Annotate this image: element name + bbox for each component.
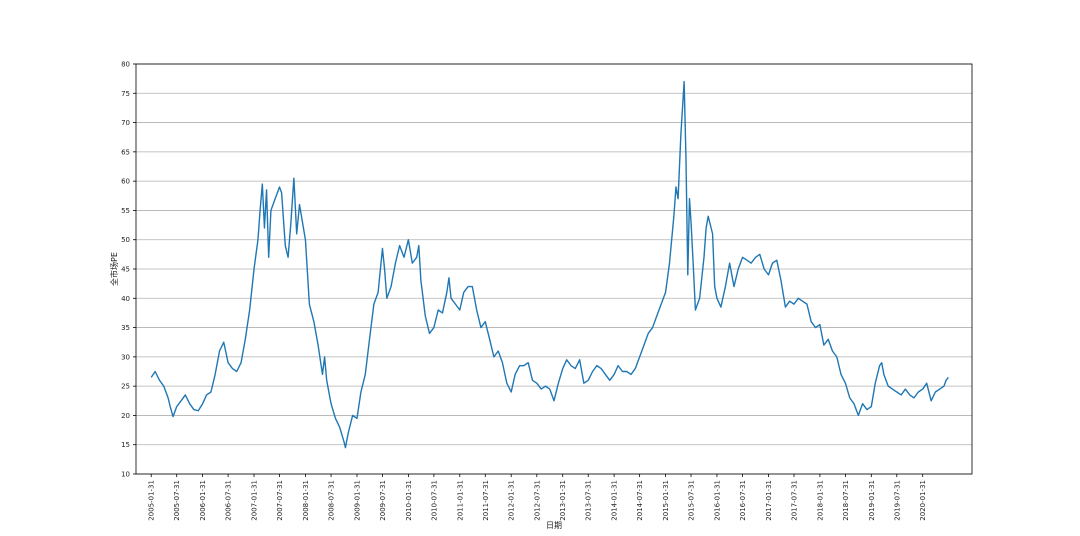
y-tick-label: 50 (121, 236, 130, 244)
y-tick-label: 35 (121, 324, 130, 332)
y-tick-label: 25 (121, 383, 130, 391)
x-tick-label: 2017-07-31 (790, 480, 798, 521)
x-tick-label: 2015-01-31 (662, 480, 670, 521)
y-axis-ticks: 10 15 20 25 30 35 40 45 50 55 60 65 70 75 80 (121, 61, 136, 479)
y-tick-label: 55 (121, 207, 130, 215)
y-tick-label: 40 (121, 295, 130, 303)
y-tick-label: 10 (121, 471, 130, 479)
x-tick-label: 2014-01-31 (611, 480, 619, 521)
x-tick-label: 2017-01-31 (765, 480, 773, 521)
x-tick-label: 2020-01-31 (919, 480, 927, 521)
y-tick-label: 75 (121, 90, 130, 98)
x-tick-label: 2016-01-31 (713, 480, 721, 521)
x-tick-label: 2008-07-31 (328, 480, 336, 521)
x-tick-label: 2015-07-31 (688, 480, 696, 521)
x-tick-label: 2013-01-31 (559, 480, 567, 521)
x-tick-label: 2009-07-31 (379, 480, 387, 521)
x-tick-label: 2011-07-31 (482, 480, 490, 521)
x-tick-label: 2018-01-31 (816, 480, 824, 521)
x-tick-label: 2009-01-31 (353, 480, 361, 521)
grid-lines (136, 63, 972, 475)
x-tick-label: 2019-07-31 (893, 480, 901, 521)
x-tick-label: 2010-07-31 (430, 480, 438, 521)
x-tick-label: 2012-01-31 (508, 480, 516, 521)
y-tick-label: 20 (121, 412, 130, 420)
x-tick-label: 2005-01-31 (148, 480, 156, 521)
y-tick-label: 30 (121, 353, 130, 361)
y-tick-label: 70 (121, 119, 130, 127)
series-line-market-pe (150, 80, 949, 449)
y-tick-label: 80 (121, 61, 130, 69)
x-tick-label: 2010-01-31 (405, 480, 413, 521)
x-tick-label: 2006-07-31 (225, 480, 233, 521)
y-tick-label: 60 (121, 178, 130, 186)
x-tick-label: 2005-07-31 (173, 480, 181, 521)
x-tick-label: 2018-07-31 (842, 480, 850, 521)
x-axis-label: 日期 (546, 521, 562, 530)
y-tick-label: 15 (121, 441, 130, 449)
x-tick-label: 2007-01-31 (251, 480, 259, 521)
y-tick-label: 45 (121, 266, 130, 274)
x-tick-label: 2007-07-31 (276, 480, 284, 521)
x-tick-label: 2013-07-31 (585, 480, 593, 521)
x-tick-label: 2019-01-31 (868, 480, 876, 521)
x-tick-label: 2008-01-31 (302, 480, 310, 521)
x-tick-label: 2016-07-31 (739, 480, 747, 521)
x-tick-label: 2014-07-31 (636, 480, 644, 521)
x-axis-ticks: 2005-01-31 2005-07-31 2006-01-31 2006-07-31… (148, 474, 927, 521)
y-axis-label: 全市场PE (109, 252, 119, 286)
x-tick-label: 2012-07-31 (533, 480, 541, 521)
x-tick-label: 2011-01-31 (456, 480, 464, 521)
y-tick-label: 65 (121, 148, 130, 156)
x-tick-label: 2006-01-31 (199, 480, 207, 521)
